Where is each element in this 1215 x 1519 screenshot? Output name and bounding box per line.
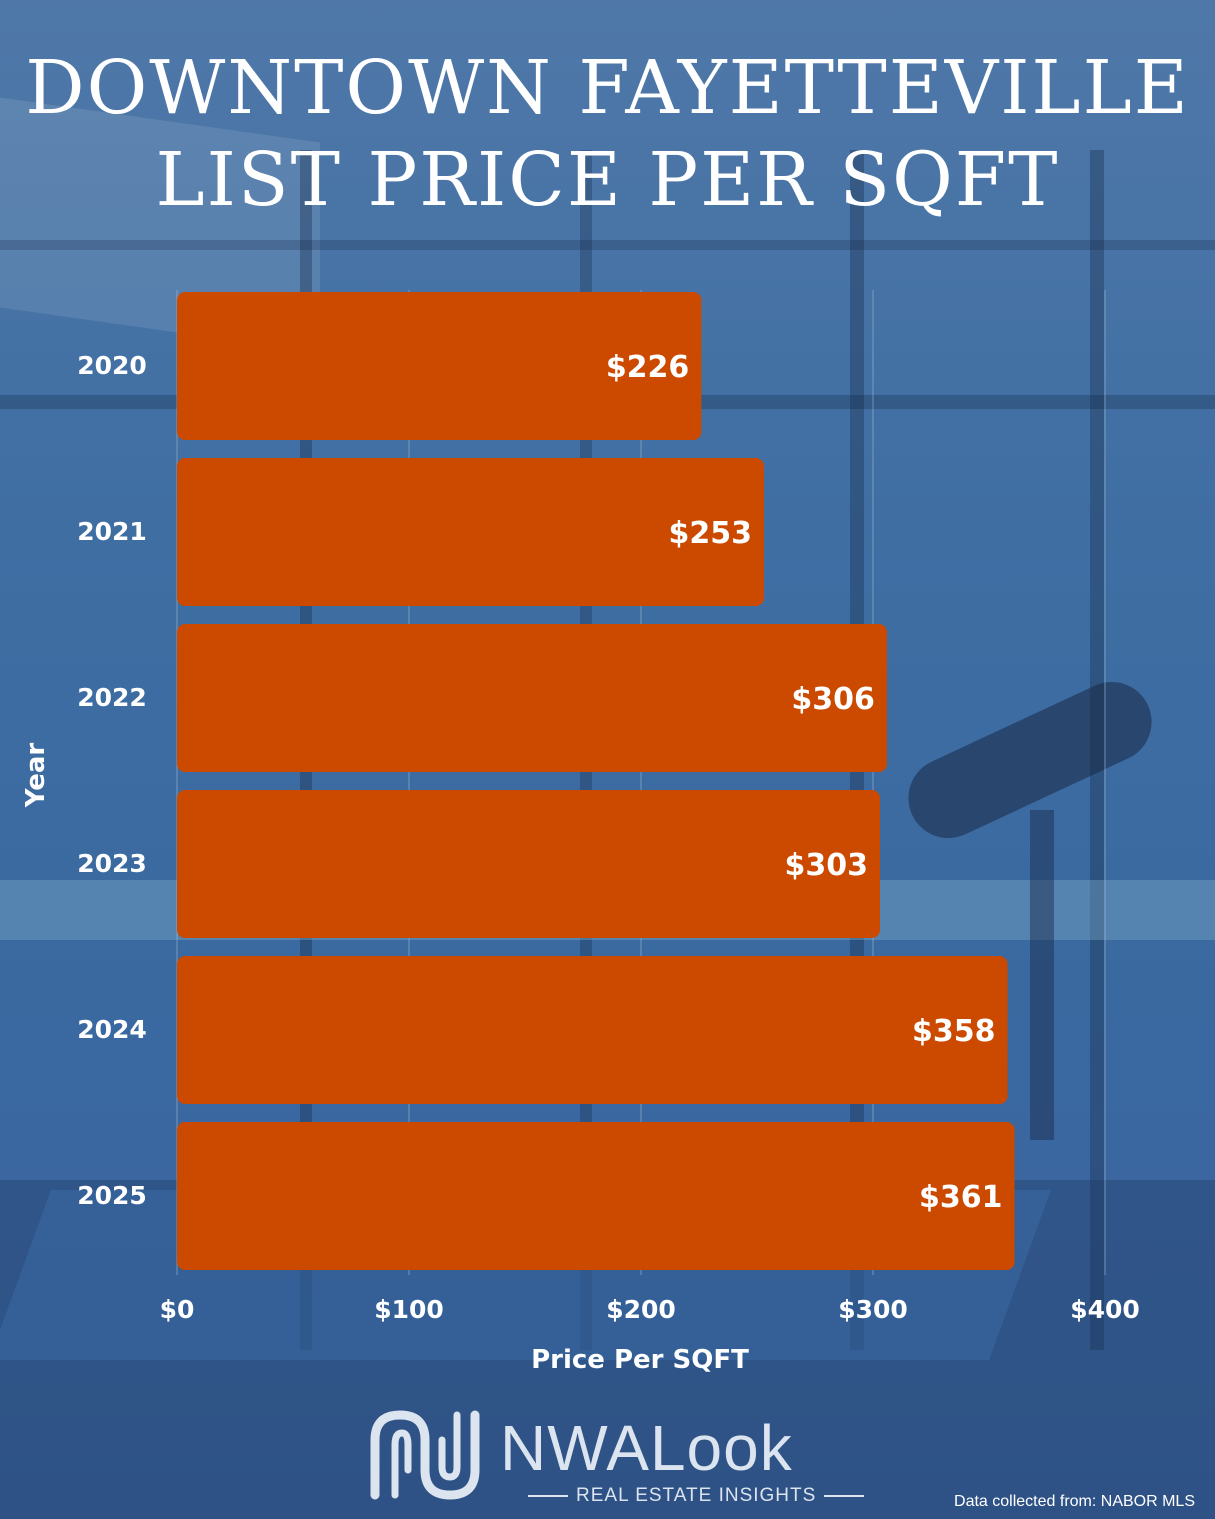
- title-line-2: LIST PRICE PER SQFT: [155, 137, 1060, 223]
- bar-value-label: $303: [784, 848, 868, 883]
- x-tick-label: $0: [160, 1295, 195, 1324]
- bar-value-label: $226: [606, 350, 690, 385]
- bar-2025: [177, 1122, 1015, 1270]
- x-axis-label: Price Per SQFT: [531, 1345, 749, 1375]
- y-tick-label: 2020: [77, 351, 147, 380]
- x-tick-label: $200: [606, 1295, 676, 1324]
- bar-value-label: $358: [912, 1014, 996, 1049]
- bar-value-label: $361: [919, 1180, 1003, 1215]
- y-tick-label: 2025: [77, 1181, 147, 1210]
- brand-logo: NWALook REAL ESTATE INSIGHTS: [360, 1405, 860, 1515]
- logo-mark-icon: [370, 1410, 480, 1500]
- bar-2023: [177, 790, 880, 938]
- y-axis-label: Year: [21, 742, 51, 808]
- y-tick-label: 2024: [77, 1015, 147, 1044]
- x-tick-label: $100: [374, 1295, 444, 1324]
- bar-value-label: $253: [668, 516, 752, 551]
- chart-title: DOWNTOWN FAYETTEVILLE LIST PRICE PER SQF…: [0, 42, 1215, 226]
- x-tick-label: $300: [838, 1295, 908, 1324]
- y-tick-label: 2023: [77, 849, 147, 878]
- title-line-1: DOWNTOWN FAYETTEVILLE: [25, 45, 1190, 131]
- bar-2024: [177, 956, 1008, 1104]
- bar-2021: [177, 458, 764, 606]
- bar-2022: [177, 624, 887, 772]
- y-tick-label: 2021: [77, 517, 147, 546]
- logo-wordmark: NWALook: [500, 1412, 793, 1484]
- bar-value-label: $306: [791, 682, 875, 717]
- source-note: Data collected from: NABOR MLS: [954, 1493, 1195, 1510]
- logo-tagline: REAL ESTATE INSIGHTS: [520, 1485, 872, 1507]
- bar-2020: [177, 292, 702, 440]
- x-tick-label: $400: [1070, 1295, 1140, 1324]
- y-tick-label: 2022: [77, 683, 147, 712]
